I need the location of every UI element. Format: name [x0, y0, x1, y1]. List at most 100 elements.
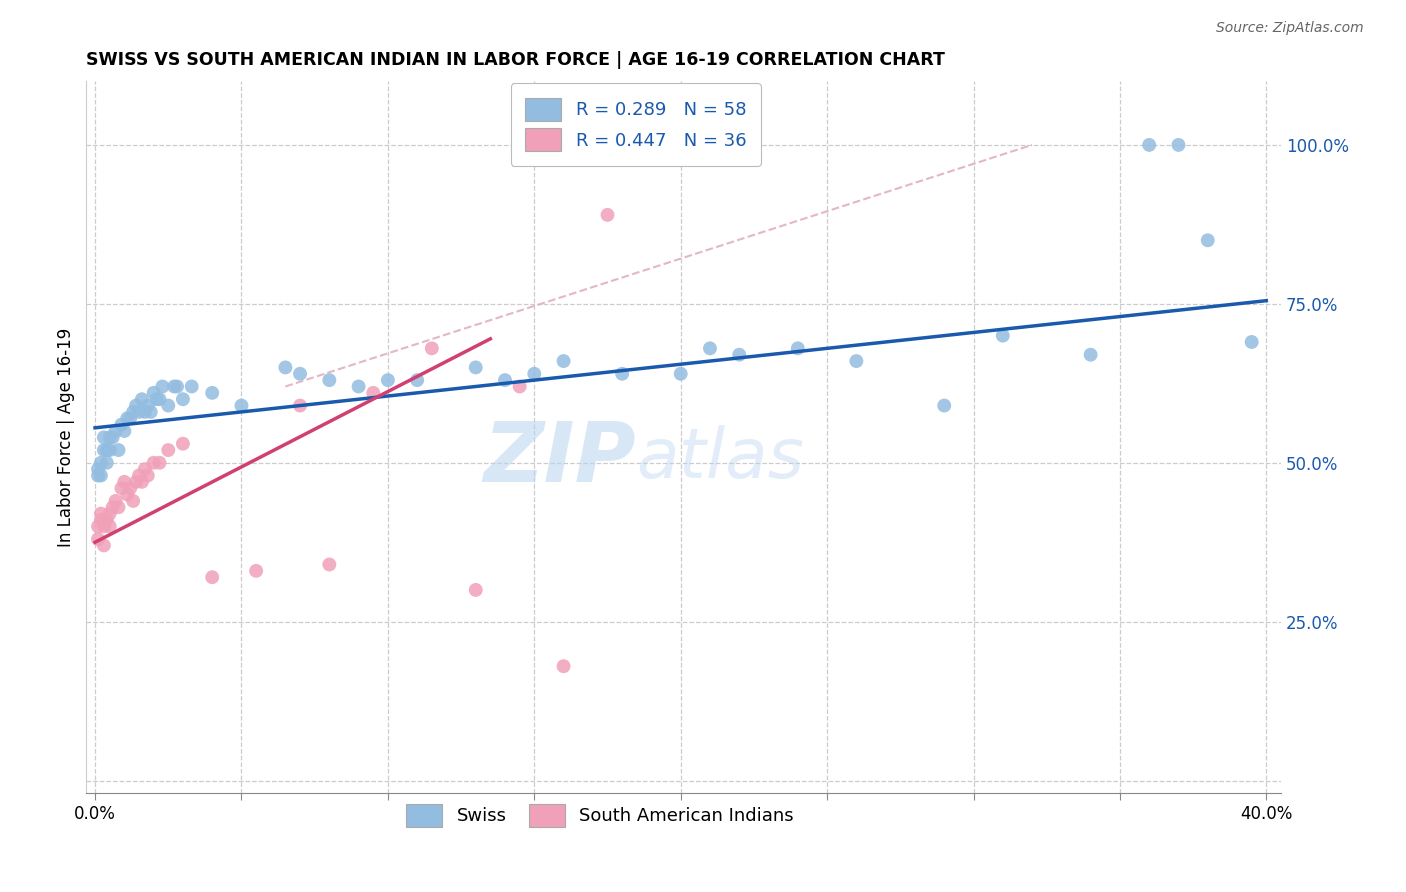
Point: [610, 367, 633, 381]
Point: [93, 538, 115, 552]
Point: [201, 570, 224, 584]
Point: [157, 399, 180, 413]
Point: [274, 360, 297, 375]
Point: [347, 379, 370, 393]
Point: [96, 456, 118, 470]
Point: [101, 430, 124, 444]
Point: [288, 367, 311, 381]
Point: [288, 399, 311, 413]
Point: [157, 443, 180, 458]
Point: [786, 342, 808, 356]
Point: [110, 417, 132, 432]
Point: [1137, 137, 1160, 152]
Point: [96, 513, 118, 527]
Point: [145, 392, 167, 407]
Text: Source: ZipAtlas.com: Source: ZipAtlas.com: [1216, 21, 1364, 35]
Point: [104, 494, 127, 508]
Point: [163, 379, 186, 393]
Point: [107, 500, 129, 515]
Point: [120, 481, 142, 495]
Point: [112, 424, 135, 438]
Point: [318, 558, 340, 572]
Point: [845, 354, 868, 368]
Point: [134, 462, 156, 476]
Y-axis label: In Labor Force | Age 16-19: In Labor Force | Age 16-19: [58, 327, 75, 547]
Point: [201, 385, 224, 400]
Point: [136, 468, 159, 483]
Point: [934, 399, 956, 413]
Text: SWISS VS SOUTH AMERICAN INDIAN IN LABOR FORCE | AGE 16-19 CORRELATION CHART: SWISS VS SOUTH AMERICAN INDIAN IN LABOR …: [86, 51, 945, 69]
Point: [553, 354, 575, 368]
Point: [128, 468, 150, 483]
Point: [125, 399, 148, 413]
Point: [231, 399, 253, 413]
Point: [131, 392, 153, 407]
Point: [523, 367, 546, 381]
Point: [377, 373, 399, 387]
Point: [128, 405, 150, 419]
Point: [166, 379, 188, 393]
Legend: Swiss, South American Indians: Swiss, South American Indians: [399, 797, 801, 834]
Point: [112, 475, 135, 489]
Point: [699, 342, 721, 356]
Point: [406, 373, 429, 387]
Point: [1240, 334, 1263, 349]
Point: [464, 582, 486, 597]
Point: [87, 532, 110, 546]
Point: [464, 360, 486, 375]
Point: [148, 392, 170, 407]
Point: [90, 513, 112, 527]
Point: [104, 424, 127, 438]
Point: [122, 494, 145, 508]
Point: [87, 462, 110, 476]
Point: [136, 399, 159, 413]
Point: [98, 519, 121, 533]
Text: ZIP: ZIP: [484, 418, 636, 500]
Point: [318, 373, 340, 387]
Point: [669, 367, 692, 381]
Point: [142, 456, 165, 470]
Point: [117, 487, 139, 501]
Point: [87, 468, 110, 483]
Point: [110, 481, 132, 495]
Point: [120, 411, 142, 425]
Point: [90, 468, 112, 483]
Point: [134, 405, 156, 419]
Point: [1167, 137, 1189, 152]
Point: [93, 519, 115, 533]
Point: [494, 373, 516, 387]
Point: [180, 379, 202, 393]
Point: [98, 507, 121, 521]
Point: [93, 430, 115, 444]
Point: [420, 342, 443, 356]
Point: [728, 348, 751, 362]
Point: [90, 456, 112, 470]
Text: atlas: atlas: [636, 425, 804, 492]
Point: [553, 659, 575, 673]
Point: [131, 475, 153, 489]
Point: [509, 379, 531, 393]
Point: [152, 379, 174, 393]
Point: [1080, 348, 1102, 362]
Point: [101, 500, 124, 515]
Point: [172, 392, 194, 407]
Point: [98, 430, 121, 444]
Point: [142, 385, 165, 400]
Point: [93, 443, 115, 458]
Point: [596, 208, 619, 222]
Point: [98, 443, 121, 458]
Point: [139, 405, 162, 419]
Point: [107, 443, 129, 458]
Point: [122, 405, 145, 419]
Point: [991, 328, 1014, 343]
Point: [148, 456, 170, 470]
Point: [1197, 233, 1219, 247]
Point: [125, 475, 148, 489]
Point: [117, 411, 139, 425]
Point: [172, 436, 194, 450]
Point: [245, 564, 267, 578]
Point: [96, 443, 118, 458]
Point: [90, 507, 112, 521]
Point: [87, 519, 110, 533]
Point: [361, 385, 384, 400]
